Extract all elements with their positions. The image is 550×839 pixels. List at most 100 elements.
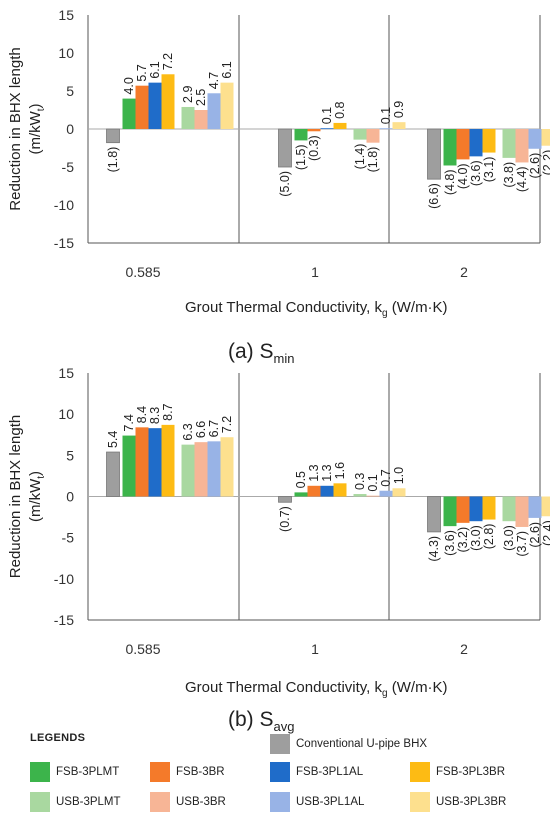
legend-item-usb-3br: USB-3BR [150,792,226,812]
data-label: 0.5 [294,471,308,488]
bar [515,129,529,163]
y-axis-unit: (m/kWt) [27,471,47,522]
legend-swatch-fsb-3plmt [30,762,50,782]
legend-label: USB-3PL3BR [436,796,507,808]
data-label: (1.5) [294,144,308,170]
data-label: (3.6) [443,530,457,556]
legend-item-usb-3plmt: USB-3PLMT [30,792,121,812]
data-label: (0.7) [278,506,292,532]
y-tick-label: 15 [58,365,74,381]
legend-label: USB-3BR [176,796,226,808]
x-tick-label: 1 [311,641,319,657]
x-tick-label: 1 [311,264,319,280]
legend-item-fsb-3pl3br: FSB-3PL3BR [410,762,505,782]
bar [482,496,496,520]
data-label: 5.7 [135,64,149,81]
data-label: 4.0 [122,77,136,94]
bar [443,496,457,527]
legend: LEGENDS FSB-3PLMT FSB-3BR FSB-3PL1AL FSB… [14,726,539,836]
bar [294,492,308,497]
legend-item-fsb-3pl1al: FSB-3PL1AL [270,762,363,782]
bar [366,495,380,497]
data-label: (4.8) [443,169,457,195]
bar [122,98,136,129]
y-tick-label: 10 [58,45,74,61]
legend-item-conventional: Conventional U-pipe BHX [270,734,427,754]
y-tick-label: 15 [58,7,74,23]
bar [307,485,321,497]
bar [456,129,470,160]
data-label: 0.1 [379,107,393,124]
legend-swatch-usb-3pl3br [410,792,430,812]
bar [456,496,470,523]
bar [333,122,347,129]
data-label: (2.6) [528,153,542,179]
bar [469,129,483,157]
legend-swatch-conventional [270,734,290,754]
bar [379,490,393,497]
data-label: 0.3 [353,473,367,490]
data-label: (2.6) [528,522,542,548]
data-label: 0.1 [366,474,380,491]
data-label: 6.1 [148,61,162,78]
bar [482,129,496,153]
bar [392,122,406,129]
bar [353,494,367,497]
bar [194,110,208,129]
y-tick-label: -15 [54,235,74,251]
data-label: 2.9 [181,86,195,103]
data-label: 4.7 [207,72,221,89]
data-label: (3.8) [502,162,516,188]
data-label: (3.7) [515,531,529,557]
data-label: 7.4 [122,414,136,431]
bar [528,129,542,149]
data-label: 0.7 [379,469,393,486]
legend-item-usb-3pl1al: USB-3PL1AL [270,792,364,812]
data-label: 8.7 [161,403,175,420]
x-tick-label: 0.585 [125,641,160,657]
data-label: (1.8) [366,147,380,173]
bar [194,442,208,497]
legend-label: USB-3PL1AL [296,796,365,808]
legend-label: FSB-3BR [176,766,225,778]
bar [353,129,367,140]
bar [207,441,221,497]
bar [333,483,347,497]
bar [135,85,149,129]
data-label: 1.0 [392,467,406,484]
y-axis-unit: (m/kWt) [27,103,47,154]
legend-swatch-fsb-3pl1al [270,762,290,782]
bar [469,496,483,522]
y-axis-title: Reduction in BHX length [7,47,24,210]
panel-caption: (a) Smin [228,340,294,366]
data-label: (4.0) [456,163,470,189]
bar [307,129,321,132]
y-tick-label: -10 [54,571,74,587]
data-label: 1.3 [307,464,321,481]
data-label: (2.8) [482,524,496,550]
data-label: (1.4) [353,144,367,170]
y-axis-title: Reduction in BHX length [7,415,24,578]
bar [541,496,550,517]
data-label: 5.4 [106,431,120,448]
data-label: (3.2) [456,527,470,553]
x-tick-label: 2 [460,264,468,280]
data-label: 8.3 [148,407,162,424]
x-axis-title: Grout Thermal Conductivity, kg (W/m·K) [185,299,448,319]
legend-title: LEGENDS [30,732,86,744]
bar [278,496,292,503]
bar [148,428,162,497]
bar [528,496,542,518]
legend-item-fsb-3plmt: FSB-3PLMT [30,762,119,782]
bar [502,496,516,522]
data-label: (3.0) [469,525,483,551]
data-label: 0.1 [320,107,334,124]
data-label: 6.7 [207,420,221,437]
y-tick-label: -5 [62,530,75,546]
bar [320,128,334,130]
data-label: 1.3 [320,464,334,481]
x-axis-title: Grout Thermal Conductivity, kg (W/m·K) [185,679,448,699]
bar [427,496,441,533]
data-label: (6.6) [427,183,441,209]
